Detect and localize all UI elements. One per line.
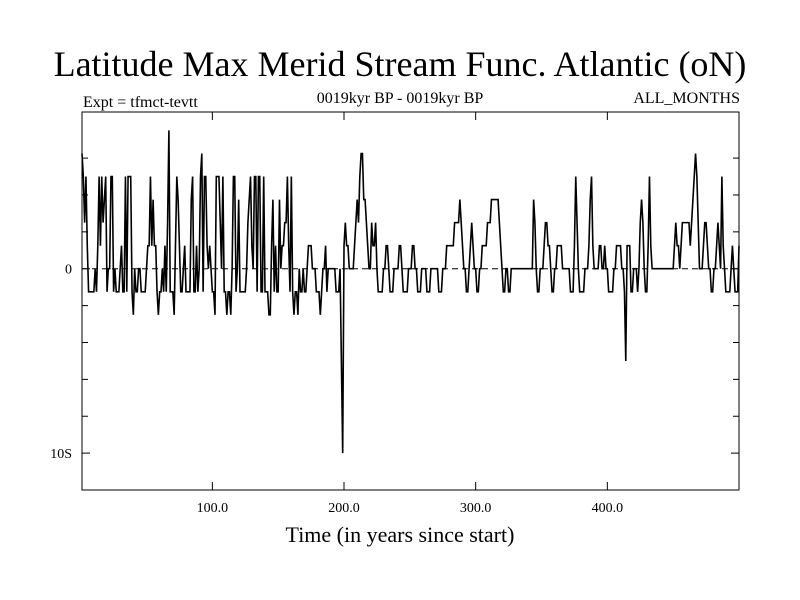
x-tick-label: 400.0 xyxy=(592,501,624,516)
chart-title: Latitude Max Merid Stream Func. Atlantic… xyxy=(53,44,747,84)
time-range-label: 0019kyr BP - 0019kyr BP xyxy=(316,90,484,107)
y-tick-label: 10S xyxy=(50,447,72,462)
axis-tick-labels: 100.0 200.0 300.0 400.0 0 10S xyxy=(50,263,623,516)
x-tick-label: 300.0 xyxy=(460,501,492,516)
series-line xyxy=(81,130,740,454)
x-tick-label: 100.0 xyxy=(197,501,229,516)
axis-ticks xyxy=(82,112,739,490)
y-tick-label: 0 xyxy=(65,263,72,278)
x-tick-label: 200.0 xyxy=(328,501,360,516)
months-label: ALL_MONTHS xyxy=(633,90,740,107)
x-axis-label: Time (in years since start) xyxy=(285,522,515,547)
plot-frame xyxy=(81,111,740,491)
experiment-label: Expt = tfmct-tevtt xyxy=(83,94,198,111)
